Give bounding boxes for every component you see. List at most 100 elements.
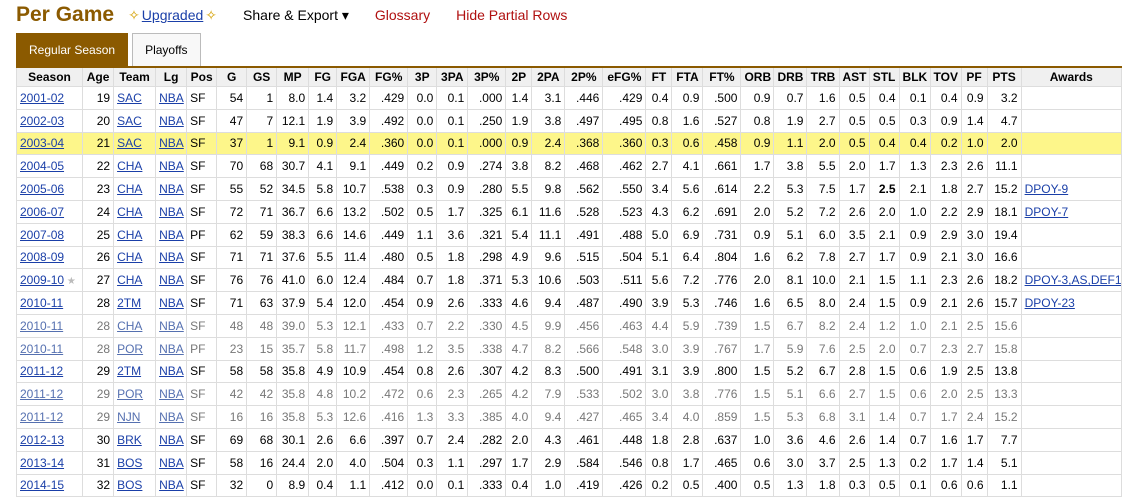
cell-link[interactable]: NBA — [159, 273, 184, 288]
cell: 16.6 — [986, 245, 1022, 270]
cell-link[interactable]: 2007-08 — [20, 227, 65, 242]
cell-link[interactable]: CHA — [117, 159, 143, 174]
cell: 19 — [82, 86, 115, 110]
cell-link[interactable]: POR — [117, 387, 144, 402]
glossary-link[interactable]: Glossary — [374, 7, 431, 23]
cell-link[interactable]: NBA — [159, 410, 184, 425]
cell-link[interactable]: 2002-03 — [20, 113, 65, 128]
cell-link[interactable]: DPOY-7 — [1024, 204, 1069, 219]
cell: .400 — [702, 473, 742, 498]
cell-link[interactable]: BOS — [117, 455, 143, 470]
cell: 5.3 — [671, 291, 704, 315]
cell-link[interactable]: NBA — [159, 113, 184, 128]
cell-link[interactable]: 2TM — [117, 364, 142, 379]
cell-link[interactable]: SAC — [117, 136, 142, 151]
cell-link[interactable]: 2005-06 — [20, 182, 65, 197]
cell-link[interactable]: NBA — [159, 296, 184, 311]
cell: POR — [113, 336, 157, 361]
cell: 2003-04 — [15, 131, 84, 156]
cell-link[interactable]: 2003-04 — [20, 136, 65, 151]
cell: 3.4 — [645, 177, 673, 201]
cell-link[interactable]: NBA — [159, 318, 184, 333]
cell-link[interactable]: NBA — [159, 250, 184, 265]
tab[interactable]: Playoffs — [132, 33, 201, 66]
cell: .250 — [467, 108, 507, 133]
cell-link[interactable]: POR — [117, 341, 144, 356]
cell: 1.4 — [868, 427, 900, 452]
cell: 13.8 — [986, 359, 1022, 384]
cell-link[interactable]: NBA — [159, 90, 184, 105]
cell: 6.6 — [308, 199, 338, 224]
cell: 14.6 — [336, 222, 371, 247]
cell-link[interactable]: NBA — [159, 341, 184, 356]
cell-link[interactable]: 2001-02 — [20, 90, 65, 105]
cell-link[interactable]: NBA — [159, 227, 184, 242]
cell-link[interactable]: CHA — [117, 273, 143, 288]
cell-link[interactable]: 2013-14 — [20, 455, 65, 470]
cell-link[interactable]: DPOY-3,AS,DEF1 — [1024, 273, 1122, 288]
cell-link[interactable]: NBA — [159, 478, 184, 493]
cell-link[interactable]: 2012-13 — [20, 432, 65, 447]
stats-table: Season Age Team Lg Pos G GS MP FG FGA FG% 3P 3PA 3P% 2… — [15, 66, 1123, 498]
cell-link[interactable]: SAC — [117, 113, 142, 128]
cell-link[interactable]: NBA — [159, 136, 184, 151]
cell: 2004-05 — [15, 154, 84, 179]
cell: 1.2 — [868, 313, 900, 338]
cell-link[interactable]: CHA — [117, 204, 143, 219]
cell: 3.9 — [336, 108, 371, 133]
hide-partial-link[interactable]: Hide Partial Rows — [456, 7, 568, 23]
cell-link[interactable]: BRK — [117, 432, 142, 447]
cell-link[interactable]: NBA — [159, 182, 184, 197]
cell-link[interactable]: 2009-10 — [20, 273, 65, 288]
cell-link[interactable]: 2011-12 — [20, 364, 64, 379]
cell-link[interactable]: NBA — [159, 387, 184, 402]
column-header: 2PA — [531, 66, 566, 87]
cell: 18.2 — [986, 268, 1022, 293]
cell-link[interactable]: CHA — [117, 182, 143, 197]
share-menu[interactable]: Share & Export — [243, 7, 349, 24]
cell: 9.9 — [531, 313, 566, 338]
cell: 59 — [246, 222, 278, 247]
cell-link[interactable]: 2010-11 — [20, 341, 64, 356]
tab[interactable]: Regular Season — [16, 33, 129, 66]
cell: .463 — [602, 313, 647, 338]
cell-link[interactable]: 2008-09 — [20, 250, 65, 265]
cell-link[interactable]: NBA — [159, 159, 184, 174]
cell-link[interactable]: CHA — [117, 227, 143, 242]
cell-link[interactable]: 2010-11 — [20, 318, 64, 333]
cell-link[interactable]: 2010-11 — [20, 296, 64, 311]
cell: 1.1 — [336, 473, 371, 498]
cell: CHA — [113, 177, 157, 201]
cell-link[interactable]: SAC — [117, 90, 142, 105]
cell: 16 — [246, 405, 278, 429]
upgraded-link[interactable]: Upgraded — [141, 7, 204, 23]
cell: 1.0 — [898, 313, 931, 338]
cell-link[interactable]: 2011-12 — [20, 387, 64, 402]
cell-link[interactable]: NBA — [159, 364, 184, 379]
cell: 23 — [82, 177, 115, 201]
cell-link[interactable]: DPOY-23 — [1024, 296, 1075, 311]
cell-link[interactable]: NBA — [159, 204, 184, 219]
cell-link[interactable]: 2004-05 — [20, 159, 65, 174]
cell-link[interactable]: CHA — [117, 318, 143, 333]
cell: .338 — [467, 336, 507, 361]
table-row: 2004-05 22 CHA NBA SF 70 68 30.7 4.1 9.1.449 0.2 0.… — [15, 154, 1123, 179]
cell-link[interactable]: 2006-07 — [20, 204, 65, 219]
cell: 21 — [82, 131, 115, 156]
cell-link[interactable]: CHA — [117, 250, 143, 265]
cell: DPOY-3,AS,DEF1 — [1020, 268, 1123, 293]
cell-link[interactable]: NBA — [159, 432, 184, 447]
cell-link[interactable]: BOS — [117, 478, 143, 493]
cell-link[interactable]: 2011-12 — [20, 410, 64, 425]
cell: 2.0 — [868, 336, 900, 361]
cell-link[interactable]: DPOY-9 — [1024, 182, 1069, 197]
cell: 0.7 — [773, 86, 808, 110]
cell: 70 — [216, 154, 248, 179]
cell-link[interactable]: 2TM — [117, 296, 142, 311]
cell-link[interactable]: NJN — [117, 410, 141, 425]
cell-link[interactable]: 2014-15 — [20, 478, 65, 493]
cell: 3.8 — [531, 108, 566, 133]
cell-link[interactable]: NBA — [159, 455, 184, 470]
cell: 2.5 — [960, 313, 988, 338]
cell: 5.3 — [308, 313, 338, 338]
